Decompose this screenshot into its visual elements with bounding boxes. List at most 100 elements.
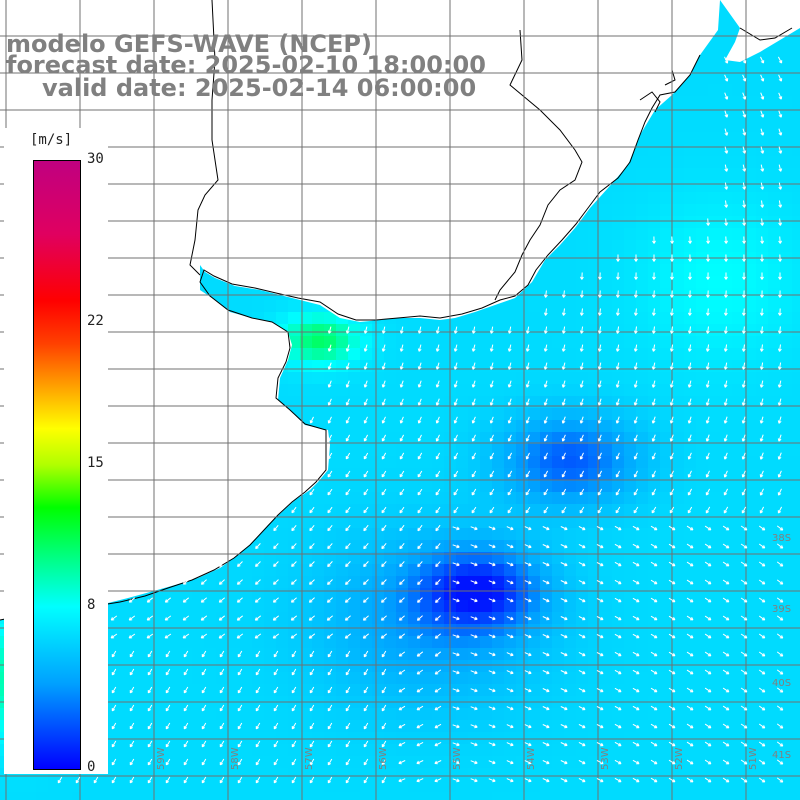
- wind-arrow: [561, 452, 566, 460]
- wind-arrow: [724, 110, 729, 118]
- field-cell: [576, 624, 589, 637]
- field-cell: [456, 672, 469, 685]
- field-cell: [708, 372, 721, 385]
- wind-arrow: [381, 542, 387, 550]
- wind-arrow: [488, 526, 496, 531]
- wind-arrow: [742, 290, 746, 298]
- field-cell: [420, 756, 433, 769]
- field-cell: [288, 744, 301, 757]
- field-cell: [768, 672, 781, 685]
- field-cell: [432, 552, 445, 565]
- field-cell: [420, 648, 433, 661]
- field-cell: [372, 636, 385, 649]
- field-cell: [768, 732, 781, 745]
- field-cell: [732, 72, 745, 85]
- wind-arrow: [399, 506, 405, 514]
- field-cell: [300, 564, 313, 577]
- field-cell: [492, 792, 505, 800]
- field-cell: [492, 576, 505, 589]
- wind-arrow: [543, 452, 548, 460]
- wind-arrow: [597, 290, 602, 298]
- field-cell: [420, 744, 433, 757]
- field-cell: [600, 624, 613, 637]
- field-cell: [648, 624, 661, 637]
- field-cell: [660, 684, 673, 697]
- field-cell: [780, 336, 793, 349]
- field-cell: [240, 672, 253, 685]
- field-cell: [720, 780, 733, 793]
- field-cell: [372, 432, 385, 445]
- field-cell: [588, 792, 601, 800]
- field-cell: [552, 624, 565, 637]
- wind-arrow: [327, 470, 333, 478]
- field-cell: [588, 228, 601, 241]
- field-cell: [612, 228, 625, 241]
- field-cell: [24, 780, 37, 793]
- field-cell: [576, 768, 589, 781]
- field-cell: [696, 216, 709, 229]
- wind-arrow: [760, 200, 765, 208]
- field-cell: [276, 756, 289, 769]
- field-cell: [336, 492, 349, 505]
- wind-arrow: [488, 544, 496, 549]
- field-cell: [708, 120, 721, 133]
- field-cell: [600, 708, 613, 721]
- field-cell: [708, 384, 721, 397]
- field-cell: [300, 552, 313, 565]
- field-cell: [792, 240, 800, 253]
- field-cell: [588, 516, 601, 529]
- field-cell: [204, 600, 217, 613]
- field-cell: [420, 708, 433, 721]
- field-cell: [708, 636, 721, 649]
- field-cell: [336, 348, 349, 361]
- field-cell: [372, 708, 385, 721]
- field-cell: [684, 228, 697, 241]
- wind-arrow: [687, 308, 692, 316]
- field-cell: [696, 204, 709, 217]
- wind-arrow: [543, 488, 549, 496]
- field-cell: [744, 60, 757, 73]
- field-cell: [516, 720, 529, 733]
- wind-arrow: [435, 344, 440, 352]
- field-cell: [732, 276, 745, 289]
- wind-arrow: [651, 506, 657, 514]
- field-cell: [300, 492, 313, 505]
- wind-arrow: [776, 525, 784, 531]
- field-cell: [312, 324, 325, 337]
- field-cell: [732, 420, 745, 433]
- field-cell: [432, 384, 445, 397]
- field-cell: [648, 768, 661, 781]
- field-cell: [396, 348, 409, 361]
- field-cell: [552, 492, 565, 505]
- field-cell: [120, 672, 133, 685]
- wind-arrow: [760, 110, 765, 118]
- field-cell: [660, 492, 673, 505]
- field-cell: [576, 264, 589, 277]
- wind-arrow: [561, 380, 566, 388]
- field-cell: [504, 564, 517, 577]
- wind-arrow: [706, 290, 710, 298]
- field-cell: [720, 408, 733, 421]
- field-cell: [528, 468, 541, 481]
- wind-arrow: [507, 506, 513, 514]
- field-cell: [648, 444, 661, 457]
- field-cell: [660, 336, 673, 349]
- field-cell: [780, 408, 793, 421]
- field-cell: [468, 672, 481, 685]
- field-cell: [456, 372, 469, 385]
- field-cell: [780, 468, 793, 481]
- field-cell: [792, 636, 800, 649]
- field-cell: [456, 720, 469, 733]
- wind-arrow: [452, 544, 460, 549]
- field-cell: [132, 660, 145, 673]
- field-cell: [264, 732, 277, 745]
- field-cell: [732, 612, 745, 625]
- field-cell: [348, 576, 361, 589]
- field-cell: [492, 564, 505, 577]
- field-cell: [588, 672, 601, 685]
- field-cell: [768, 648, 781, 661]
- field-cell: [708, 528, 721, 541]
- wind-arrow: [561, 326, 566, 334]
- wind-arrow: [543, 506, 549, 514]
- field-cell: [744, 480, 757, 493]
